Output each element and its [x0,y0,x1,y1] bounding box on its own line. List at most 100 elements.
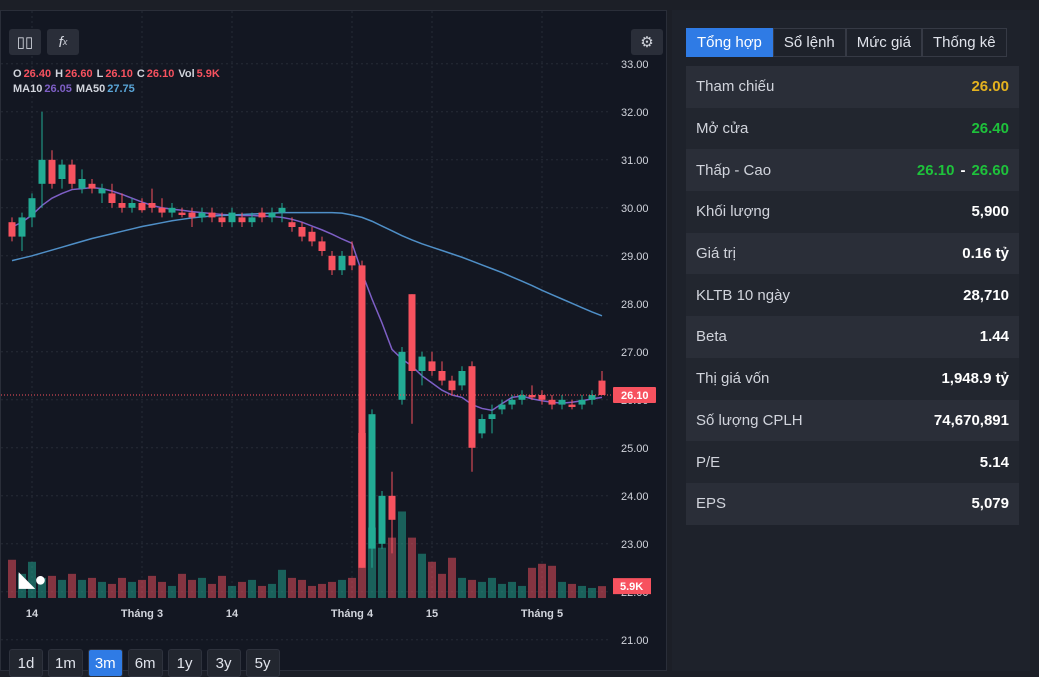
legend: O 26.40 H 26.60 L 26.10 C 26.10 Vol 5.9K MA10 26.05… [13,67,224,97]
volume-bar [448,557,456,598]
stat-row: Thấp - Cao 26.10-26.60 [686,149,1019,192]
legend-value: 27.75 [107,83,135,95]
stat-value-part: 74,670,891 [933,411,1009,429]
stat-row: Giá trị 0.16 tỷ [686,232,1019,275]
legend-label: O [13,68,22,80]
volume-bar [508,581,516,598]
price-tag [613,387,656,403]
range-button[interactable]: 3y [206,649,241,677]
volume-bar [378,547,386,598]
stat-label: Mở cửa [696,120,749,138]
y-tick-label: 28.00 [621,299,649,311]
volume-bar [118,577,126,598]
stat-label: Khối lượng [696,203,771,221]
legend-value: 26.60 [65,68,93,80]
candle-body [258,212,266,218]
stat-row: Thị giá vốn 1,948.9 tỷ [686,357,1019,400]
ma-line [11,211,603,317]
volume-bar [318,583,326,598]
stat-label: P/E [696,453,721,471]
range-button[interactable]: 1m [48,649,83,677]
volume-bar [488,577,496,598]
candle-body [348,255,356,266]
stat-value-part: 0.16 tỷ [962,245,1009,263]
volume-bar [178,573,186,598]
volume-bar [468,579,476,598]
candle-body [58,164,66,179]
volume-bar [578,585,586,598]
stat-value-part: 28,710 [963,286,1009,304]
range-button[interactable]: 5y [245,649,280,677]
price-tag-label: 26.10 [621,390,649,402]
volume-bar [418,553,426,598]
candle-body [538,395,546,400]
stat-label: Thị giá vốn [696,370,770,388]
candle-body [188,212,196,218]
volume-bar [108,583,116,598]
volume-bar [428,561,436,598]
stat-value: 26.40 [971,120,1009,137]
volume-bar [478,581,486,598]
stat-row: Tham chiếu 26.00 [686,66,1019,108]
stat-label: Số lượng CPLH [696,411,803,429]
tab[interactable]: Tổng hợp [686,28,773,57]
range-button[interactable]: 1y [167,649,202,677]
candle-body [28,198,36,218]
volume-bar [258,585,266,598]
stat-label: EPS [696,495,727,513]
volume-bar [528,567,536,598]
volume-bar [278,569,286,598]
stat-value: 5,900 [971,203,1009,220]
range-button[interactable]: 3m [87,649,123,677]
volume-bar [138,579,146,598]
y-tick-label: 27.00 [621,347,649,359]
chart-panel: 21.0022.0023.0024.0025.0026.0027.0028.00… [0,10,667,677]
candle-body [478,419,486,434]
candle-body [498,404,506,410]
candle-body [328,255,336,271]
tab[interactable]: Mức giá [845,28,922,57]
stat-row: P/E 5.14 [686,441,1019,483]
candle-body [488,414,496,419]
stat-value: 74,670,891 [934,412,1009,429]
candle-body [88,183,96,189]
candle-body [358,265,366,568]
candle-body [598,380,606,395]
stat-value-part: 1.44 [979,328,1009,346]
volume-bar [288,577,296,598]
y-tick-label: 25.00 [621,443,649,455]
candle-body [128,203,136,208]
stat-value: 28,710 [963,287,1009,304]
legend-line: MA10 26.05 MA50 27.75 [13,82,224,97]
volume-bar [498,583,506,598]
candle-body [108,193,116,203]
candle-body [168,207,176,213]
settings-button[interactable]: ⚙ [631,29,663,55]
tab[interactable]: Sổ lệnh [772,28,846,57]
stat-row: Số lượng CPLH 74,670,891 [686,399,1019,442]
summary-panel: Tổng hợp Sổ lệnh Mức giá Thống kê Tham chiế… [672,10,1030,671]
y-tick-label: 24.00 [621,491,649,503]
legend-value: 5.9K [196,68,220,80]
volume-bar [128,581,136,598]
range-button[interactable]: 6m [127,649,163,677]
volume-tag [613,578,651,595]
range-button[interactable]: 1d [9,649,43,677]
legend-value: 26.05 [44,83,72,95]
volume-tag-label: 5.9K [620,581,643,593]
y-tick-label: 33.00 [621,59,649,71]
volume-bar [208,583,216,598]
stat-value-part: 5.14 [979,453,1009,471]
x-tick-label: 15 [426,608,438,620]
tab[interactable]: Thống kê [922,28,1007,57]
candle-body [588,395,596,400]
volume-bar [198,577,206,598]
candle-body [148,203,156,208]
candle-type-button[interactable]: ▯▯ [9,29,41,55]
volume-bar [348,577,356,598]
range-buttons: 1d 1m 3m 6m 1y 3y 5y [9,649,280,677]
candle-body [568,404,576,407]
legend-label: MA50 [75,83,106,95]
